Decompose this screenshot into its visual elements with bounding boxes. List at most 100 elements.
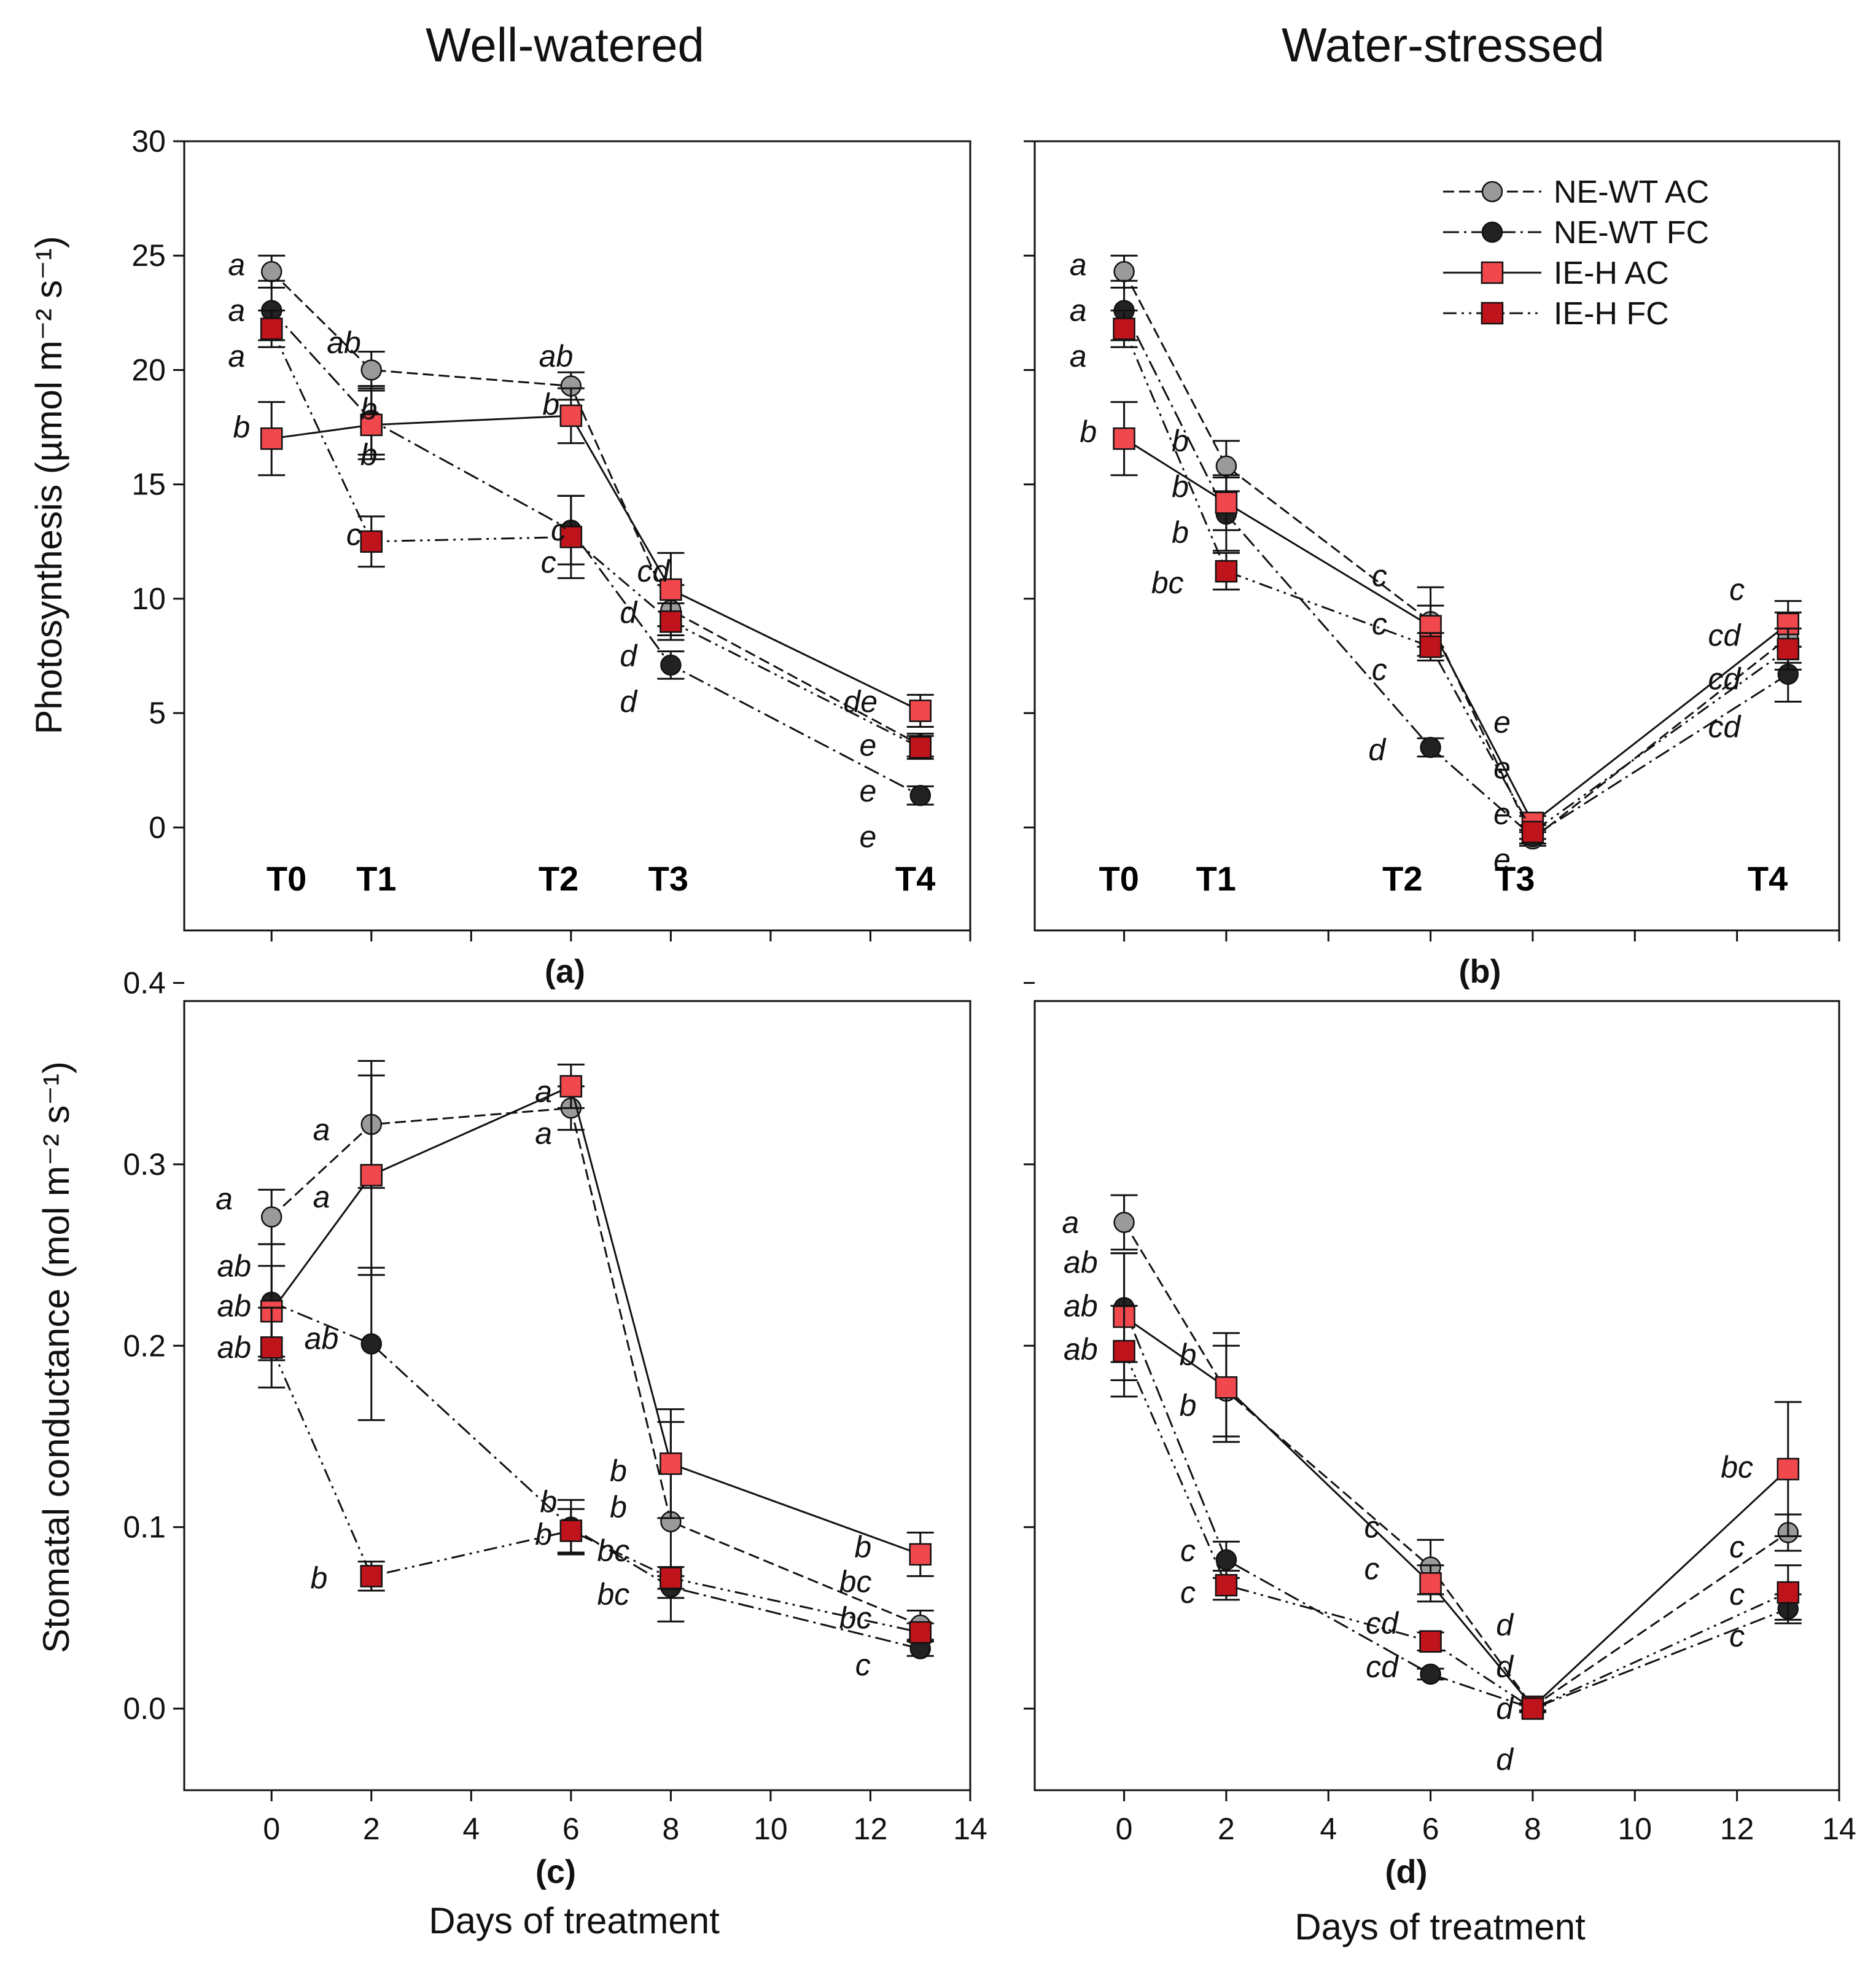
significance-label: a (535, 1075, 552, 1109)
significance-label: e (859, 728, 876, 762)
x-tick-label: 0 (1116, 1812, 1133, 1846)
panel-label-a: (a) (545, 953, 585, 990)
x-tick-label: 10 (753, 1812, 788, 1846)
legend-label: IE-H FC (1554, 296, 1669, 332)
series-line (271, 310, 921, 797)
plot-frame (183, 140, 971, 932)
significance-label: c (1364, 1552, 1379, 1586)
data-point (260, 1336, 283, 1359)
data-point (1419, 1572, 1442, 1595)
significance-label: b (854, 1530, 871, 1564)
significance-label: ab (539, 339, 574, 373)
legend-marker (1481, 261, 1504, 284)
data-point (1113, 261, 1135, 283)
significance-label: ab (327, 325, 361, 360)
series-line (1123, 328, 1789, 834)
time-point-label: T3 (1495, 859, 1535, 898)
series-line (1123, 1222, 1789, 1709)
x-tick-label: 14 (1822, 1812, 1856, 1846)
significance-label: b (535, 1517, 552, 1551)
legend-marker (1481, 221, 1503, 243)
data-point (909, 700, 932, 722)
significance-label: a (313, 1180, 330, 1214)
x-tick-label: 6 (1422, 1812, 1439, 1846)
significance-label: a (228, 247, 245, 282)
significance-label: ab (1064, 1245, 1098, 1279)
legend-marker (1481, 181, 1503, 203)
significance-label: e (1493, 751, 1511, 785)
data-point (909, 1621, 932, 1644)
significance-label: b (1080, 415, 1097, 449)
data-point (559, 1519, 583, 1542)
data-point (360, 1333, 383, 1355)
time-point-label: T2 (539, 859, 578, 898)
data-point (559, 1075, 583, 1098)
y-tick-label: 25 (131, 238, 166, 273)
x-tick-label: 4 (1320, 1812, 1337, 1846)
y-tick-label: 0.3 (123, 1147, 166, 1182)
significance-label: b (360, 392, 378, 426)
data-point (1113, 318, 1135, 340)
data-point (260, 261, 282, 283)
x-axis-label-left: Days of treatment (429, 1900, 720, 1941)
series-line (1123, 1315, 1789, 1709)
x-tick-label: 8 (662, 1812, 679, 1846)
time-point-label: T1 (1196, 859, 1236, 898)
significance-label: bc (839, 1600, 872, 1635)
significance-label: bc (839, 1564, 872, 1599)
y-tick-label: 15 (131, 467, 166, 502)
significance-label: ab (1064, 1332, 1098, 1366)
significance-label: d (620, 595, 638, 629)
data-point (660, 610, 682, 633)
significance-label: cd (1366, 1606, 1399, 1640)
significance-label: b (311, 1561, 328, 1595)
significance-label: a (1070, 294, 1087, 328)
significance-label: cd (637, 554, 671, 588)
data-point (360, 413, 383, 437)
significance-label: b (360, 437, 378, 472)
significance-label: d (1496, 1691, 1514, 1726)
significance-label: c (1372, 607, 1387, 641)
panel-label-d: (d) (1385, 1853, 1428, 1890)
data-point (909, 736, 932, 759)
plot-frame (183, 1000, 971, 1791)
significance-label: c (1372, 559, 1387, 593)
significance-label: b (1172, 515, 1189, 550)
significance-label: c (551, 513, 566, 547)
significance-label: a (216, 1182, 233, 1216)
data-point (1215, 1573, 1238, 1597)
data-point (1215, 559, 1238, 583)
significance-label: bc (597, 1577, 630, 1612)
significance-label: a (1062, 1205, 1079, 1239)
significance-label: c (855, 1648, 871, 1682)
x-tick-label: 12 (1720, 1812, 1754, 1846)
significance-label: e (1493, 797, 1511, 831)
data-point (360, 359, 383, 381)
significance-label: a (228, 294, 245, 328)
y-tick-label: 0.0 (123, 1691, 166, 1726)
significance-label: c (1729, 1619, 1745, 1653)
significance-label: b (1172, 469, 1189, 504)
x-tick-label: 12 (854, 1812, 888, 1846)
time-point-label: T0 (1099, 859, 1139, 898)
legend: NE-WT AC NE-WT FC IE-H AC IE-H FC (1443, 174, 1709, 332)
panel-c: 0 2 4 6 8 10 12 140.00.10.20.30.4aabababaaabbaa… (123, 965, 987, 1846)
data-point (1113, 1339, 1135, 1363)
significance-label: a (228, 339, 245, 373)
significance-label: b (1180, 1338, 1197, 1372)
data-point (909, 784, 931, 806)
significance-label: b (610, 1490, 627, 1524)
significance-label: e (1493, 705, 1511, 739)
data-point (660, 1567, 682, 1589)
significance-label: d (1368, 733, 1387, 767)
significance-label: bc (1721, 1450, 1753, 1484)
data-point (1777, 637, 1800, 661)
data-point (1215, 1549, 1237, 1571)
x-axis-label-right: Days of treatment (1294, 1906, 1586, 1947)
data-point (1113, 427, 1135, 450)
data-point (1521, 820, 1544, 844)
x-tick-label: 6 (562, 1812, 580, 1846)
